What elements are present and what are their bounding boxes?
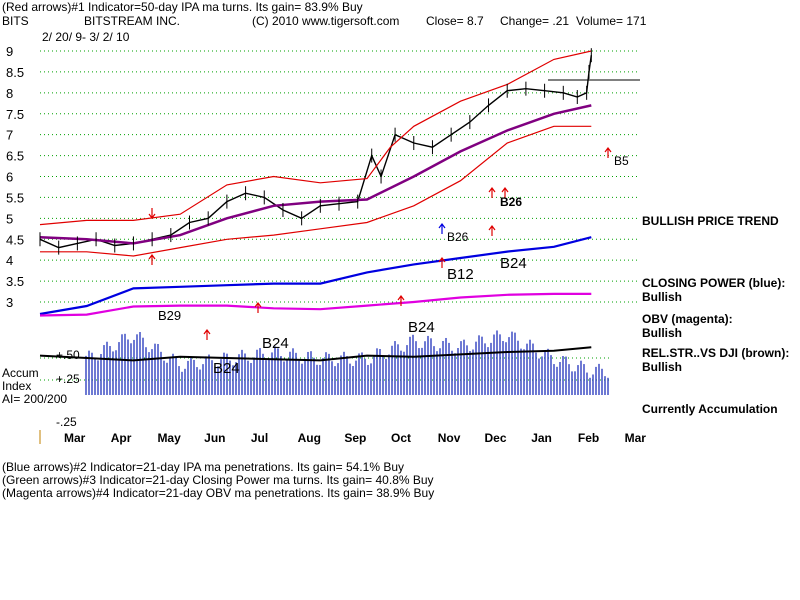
x-tick-label: May xyxy=(157,431,181,445)
signal-b24-a: B24 xyxy=(500,255,527,272)
x-tick-label: Apr xyxy=(111,431,132,445)
y-tick-label: 9 xyxy=(6,44,13,59)
red-arrow-icon xyxy=(254,302,262,313)
x-tick-label: Oct xyxy=(391,431,411,445)
accum-histogram xyxy=(85,330,609,395)
y-tick-label: 7 xyxy=(6,128,13,143)
relstr-state: Bullish xyxy=(642,360,683,374)
obv-state: Bullish xyxy=(642,326,683,340)
close-value: Close= 8.7 xyxy=(426,14,484,28)
y-tick-label: 6.5 xyxy=(6,149,24,164)
moving-average-line xyxy=(39,104,592,245)
closing-power-state: Bullish xyxy=(642,290,683,304)
accum-label: Accum xyxy=(2,366,39,380)
red-arrow-icon xyxy=(438,257,446,268)
accum-level-minus-25: -.25 xyxy=(56,415,77,429)
indicator-4-description: (Magenta arrows)#4 Indicator=21-day OBV … xyxy=(2,486,435,500)
signal-b24-d: B24 xyxy=(213,360,240,377)
x-tick-label: Aug xyxy=(298,431,321,445)
y-tick-label: 7.5 xyxy=(6,107,24,122)
red-arrow-icon xyxy=(488,225,496,236)
indicator-2-description: (Blue arrows)#2 Indicator=21-day IPA ma … xyxy=(2,460,404,474)
x-tick-label: Nov xyxy=(438,431,461,445)
x-tick-label: Mar xyxy=(625,431,647,445)
indicator-3-description: (Green arrows)#3 Indicator=21-day Closin… xyxy=(2,473,434,487)
red-arrow-icon xyxy=(148,208,156,219)
upper-band-line xyxy=(39,50,592,226)
y-tick-label: 8.5 xyxy=(6,65,24,80)
x-tick-label: Dec xyxy=(484,431,506,445)
volume-value: Volume= 171 xyxy=(576,14,647,28)
red-arrow-icon xyxy=(604,147,612,158)
rel-str-line xyxy=(39,346,592,362)
y-tick-label: 4.5 xyxy=(6,232,24,247)
signal-b26-stack: B26 xyxy=(500,195,522,209)
obv-line xyxy=(39,292,592,317)
series-lines xyxy=(39,48,640,362)
ticker: BITS xyxy=(2,14,29,28)
signal-b24-c: B24 xyxy=(262,335,289,352)
x-tick-label: Feb xyxy=(578,431,599,445)
price-chart: 3 3.5 4 4.5 5 5.5 6 6.5 7 7.5 8 8.5 9 Mar Apr May Jun Ju… xyxy=(6,44,647,445)
y-tick-label: 5 xyxy=(6,211,13,226)
red-arrow-icon xyxy=(148,254,156,265)
y-axis-ticks: 3 3.5 4 4.5 5 5.5 6 6.5 7 7.5 8 8.5 9 xyxy=(6,44,24,310)
blue-arrow-icon xyxy=(438,223,446,234)
signal-b29: B29 xyxy=(158,308,181,323)
copyright: (C) 2010 www.tigersoft.com xyxy=(252,14,400,28)
price-grid xyxy=(40,50,640,381)
x-tick-label: Jun xyxy=(204,431,225,445)
accum-level-25: +.25 xyxy=(56,372,80,386)
bullish-price-trend: BULLISH PRICE TREND xyxy=(642,214,779,228)
x-axis-ticks: Mar Apr May Jun Jul Aug Sep Oct Nov Dec Jan Feb Mar xyxy=(39,430,647,445)
signal-b26: B26 xyxy=(447,230,469,244)
relstr-label: REL.STR..VS DJI (brown): xyxy=(642,346,790,360)
closing-power-label: CLOSING POWER (blue): xyxy=(642,276,786,290)
red-arrow-icon xyxy=(488,187,496,198)
x-tick-label: Sep xyxy=(344,431,366,445)
signal-b24-b: B24 xyxy=(408,319,435,336)
signal-b12: B12 xyxy=(447,266,474,283)
indicator-1-description: (Red arrows)#1 Indicator=50-day IPA ma t… xyxy=(2,0,363,14)
y-tick-label: 3 xyxy=(6,295,13,310)
y-tick-label: 8 xyxy=(6,86,13,101)
change-value: Change= .21 xyxy=(500,14,570,28)
y-tick-label: 4 xyxy=(6,253,13,268)
signal-b5: B5 xyxy=(614,154,629,168)
date-range: 2/ 20/ 9- 3/ 2/ 10 xyxy=(42,30,130,44)
ai-value: AI= 200/200 xyxy=(2,392,68,406)
y-tick-label: 5.5 xyxy=(6,190,24,205)
x-tick-label: Jul xyxy=(251,431,268,445)
obv-label: OBV (magenta): xyxy=(642,312,733,326)
y-tick-label: 6 xyxy=(6,170,13,185)
red-arrow-icon xyxy=(397,295,405,306)
index-label: Index xyxy=(2,379,32,393)
x-tick-label: Mar xyxy=(64,431,86,445)
lower-band-line xyxy=(40,125,592,257)
currently-accumulation: Currently Accumulation xyxy=(642,402,778,416)
y-tick-label: 3.5 xyxy=(6,274,24,289)
red-arrow-icon xyxy=(501,187,509,198)
closing-power-line xyxy=(39,236,592,316)
x-tick-label: Jan xyxy=(531,431,552,445)
red-arrow-icon xyxy=(203,329,211,340)
company-name: BITSTREAM INC. xyxy=(84,14,181,28)
